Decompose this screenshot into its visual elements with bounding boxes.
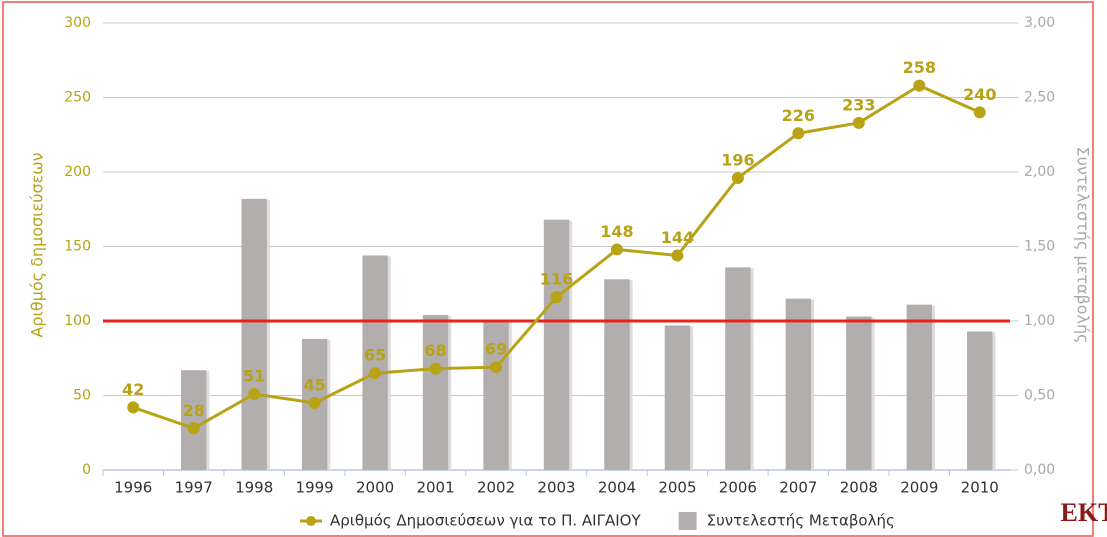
line-point [852, 116, 865, 129]
y2-tick-label: 0,00 [1024, 462, 1055, 478]
x-tick-label: 2004 [598, 479, 636, 497]
bar [725, 267, 751, 470]
data-label: 45 [304, 375, 326, 394]
y2-tick-label: 2,50 [1024, 90, 1055, 106]
line-point [308, 396, 321, 409]
bar [422, 315, 449, 470]
y2-tick-label: 2,00 [1024, 164, 1055, 180]
line-point [248, 388, 261, 401]
y-tick-label: 50 [73, 388, 91, 404]
y2-tick-label: 0,50 [1024, 388, 1055, 404]
x-tick-label: 2010 [961, 479, 999, 497]
bar [483, 319, 509, 470]
legend-swatch [678, 512, 697, 530]
x-tick-label: 2001 [416, 479, 454, 497]
line-point [671, 249, 684, 262]
data-label: 233 [842, 95, 875, 114]
data-label: 65 [364, 346, 386, 365]
y-tick-label: 0 [82, 462, 91, 478]
bar [967, 331, 993, 470]
data-label: 68 [424, 341, 446, 360]
line-point [731, 171, 744, 184]
bar [664, 325, 691, 470]
bar [785, 298, 812, 470]
x-tick-label: 1998 [235, 479, 273, 497]
y2-axis-label: Συντελεστής μεταβολής [1074, 146, 1093, 343]
data-label: 196 [721, 150, 754, 169]
data-label: 144 [661, 228, 694, 247]
logo: EKT [1061, 498, 1107, 527]
line-point [610, 243, 623, 256]
line-point [913, 79, 926, 92]
x-tick-label: 2009 [900, 479, 938, 497]
bar [241, 198, 267, 470]
data-label: 69 [485, 340, 507, 359]
data-label: 51 [243, 367, 265, 386]
y-tick-label: 200 [64, 164, 91, 180]
x-tick-label: 2007 [779, 479, 817, 497]
y-tick-label: 300 [64, 15, 91, 31]
x-tick-label: 2000 [356, 479, 394, 497]
line-point [429, 362, 442, 375]
y-tick-label: 100 [64, 313, 91, 329]
legend-label: Συντελεστής Μεταβολής [707, 512, 895, 530]
x-tick-label: 2006 [719, 479, 757, 497]
bar [362, 255, 388, 470]
bar [906, 304, 932, 470]
x-tick-label: 1996 [114, 479, 152, 497]
line-point [490, 361, 503, 374]
data-label: 28 [183, 401, 205, 420]
line-point [127, 401, 140, 414]
x-tick-label: 1999 [296, 479, 334, 497]
data-label: 240 [963, 85, 996, 104]
y-tick-label: 150 [64, 239, 91, 255]
line-point [792, 127, 805, 140]
x-tick-label: 1997 [175, 479, 213, 497]
x-tick-label: 2002 [477, 479, 515, 497]
y-tick-label: 250 [64, 90, 91, 106]
y2-tick-label: 1,50 [1024, 239, 1055, 255]
line-point [187, 422, 200, 435]
data-label: 148 [600, 222, 633, 241]
bar [846, 316, 872, 470]
y2-tick-label: 1,00 [1024, 313, 1055, 329]
data-label: 42 [122, 380, 144, 399]
data-label: 116 [540, 270, 573, 289]
legend-marker [306, 516, 316, 526]
legend-label: Αριθμός Δημοσιεύσεων για το Π. ΑΙΓΑΙΟΥ [330, 512, 641, 530]
x-tick-label: 2003 [537, 479, 575, 497]
bar [181, 370, 207, 470]
line-point [369, 367, 382, 380]
bar [543, 219, 570, 470]
data-label: 258 [903, 58, 936, 77]
data-label: 226 [782, 106, 815, 125]
x-tick-label: 2008 [840, 479, 878, 497]
x-tick-label: 2005 [658, 479, 696, 497]
y-axis-label: Αριθμός δημοσιεύσεων [28, 152, 47, 337]
line-point [973, 106, 986, 119]
line-point [550, 291, 563, 304]
bar [604, 279, 630, 470]
y2-tick-label: 3,00 [1024, 15, 1055, 31]
